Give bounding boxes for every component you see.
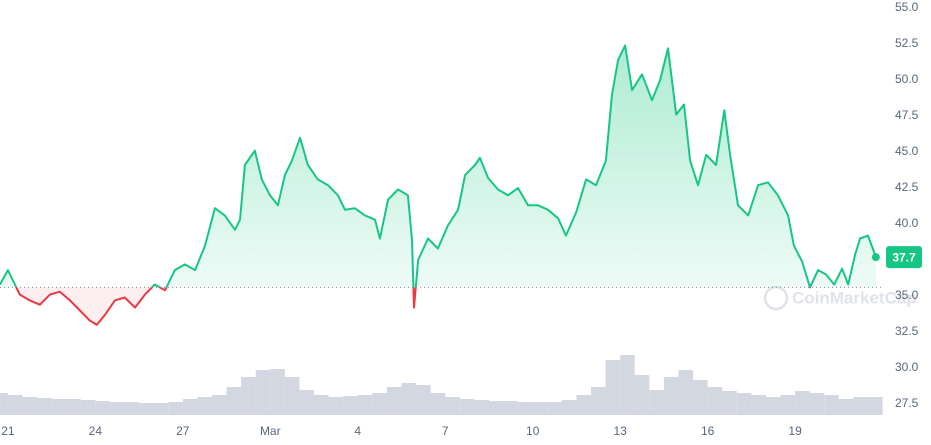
volume-bar (503, 401, 519, 415)
volume-bar (95, 401, 110, 415)
volume-bar (182, 399, 198, 415)
volume-bar (707, 387, 723, 415)
price-line-up (0, 44, 877, 288)
volume-bar (255, 370, 271, 415)
volume-bar (226, 387, 242, 415)
volume-bar (401, 383, 417, 415)
y-tick-label: 52.5 (895, 36, 919, 50)
watermark: CoinMarketCap (763, 285, 917, 311)
area-down (16, 287, 416, 325)
y-tick-label: 55.0 (895, 0, 919, 14)
watermark-text: CoinMarketCap (792, 288, 917, 307)
volume-bar (139, 403, 154, 415)
x-tick-label: 10 (526, 424, 540, 438)
last-point (871, 253, 880, 262)
volume-bar (591, 387, 606, 415)
volume-bar (722, 391, 737, 415)
x-tick-label: Mar (260, 424, 281, 438)
volume-bar (416, 385, 431, 415)
volume-bar (459, 399, 475, 415)
volume-bar (211, 395, 227, 415)
volume-bar (809, 393, 825, 415)
volume-bar (241, 377, 256, 415)
x-tick-label: 16 (701, 424, 715, 438)
volume-bar (299, 390, 315, 415)
volume-bar (124, 402, 140, 415)
y-tick-label: 50.0 (895, 72, 919, 86)
y-tick-label: 32.5 (895, 324, 919, 338)
volume-bar (372, 393, 387, 415)
volume-bar (109, 402, 125, 415)
y-tick-label: 45.0 (895, 144, 919, 158)
volume-bar (795, 391, 810, 415)
volume-bar (197, 397, 212, 415)
volume-bar (736, 393, 752, 415)
volume-bar (765, 397, 781, 415)
volume-bar (22, 397, 38, 415)
volume-bar (430, 393, 446, 415)
x-tick-label: 7 (442, 424, 449, 438)
x-tick-label: 27 (176, 424, 190, 438)
volume-bar (663, 377, 679, 415)
y-tick-label: 35.0 (895, 288, 919, 302)
area-up (0, 45, 876, 288)
volume-bar (343, 396, 358, 415)
volume-bar (153, 403, 169, 415)
watermark-logo (763, 285, 789, 311)
x-tick-label: 19 (788, 424, 802, 438)
volume-bar (561, 400, 577, 415)
volume-bar (488, 401, 504, 415)
volume-bar (649, 390, 664, 415)
volume-bar (532, 402, 548, 415)
volume-bar (634, 375, 650, 415)
volume-bar (853, 397, 869, 415)
volume-bar (328, 397, 344, 415)
volume-bar (824, 395, 839, 415)
y-tick-label: 42.5 (895, 180, 919, 194)
volume-bar (868, 397, 883, 415)
x-tick-label: 13 (613, 424, 627, 438)
volume-bar (314, 395, 329, 415)
volume-bar (37, 398, 52, 415)
y-tick-label: 40.0 (895, 216, 919, 230)
volume-bar (751, 395, 766, 415)
volume-bar (474, 400, 489, 415)
volume-bar (270, 369, 285, 415)
volume-bar (547, 402, 562, 415)
volume-bar (284, 377, 300, 415)
volume-bar (445, 397, 460, 415)
volume-bar (357, 395, 373, 415)
volume-bar (518, 402, 533, 415)
x-tick-label: 21 (1, 424, 15, 438)
volume-bar (0, 393, 8, 415)
volume-bar (693, 380, 708, 415)
volume-bar (620, 355, 635, 415)
volume-bar (80, 400, 96, 415)
x-tick-label: 24 (89, 424, 103, 438)
x-tick-label: 4 (354, 424, 361, 438)
volume-bar (51, 399, 67, 415)
volume-bar (780, 395, 796, 415)
y-tick-label: 30.0 (895, 360, 919, 374)
volume-bar (576, 395, 592, 415)
volume-bar (7, 395, 23, 415)
volume-bar (838, 399, 854, 415)
volume-bar (386, 387, 402, 415)
y-tick-label: 47.5 (895, 108, 919, 122)
volume-bar (605, 360, 621, 415)
last-price-label: 37.7 (892, 250, 916, 264)
y-tick-label: 27.5 (895, 396, 919, 410)
volume-bar (678, 370, 694, 415)
last-price-badge (886, 246, 922, 269)
volume-bar (66, 399, 81, 415)
volume-bar (168, 402, 183, 415)
